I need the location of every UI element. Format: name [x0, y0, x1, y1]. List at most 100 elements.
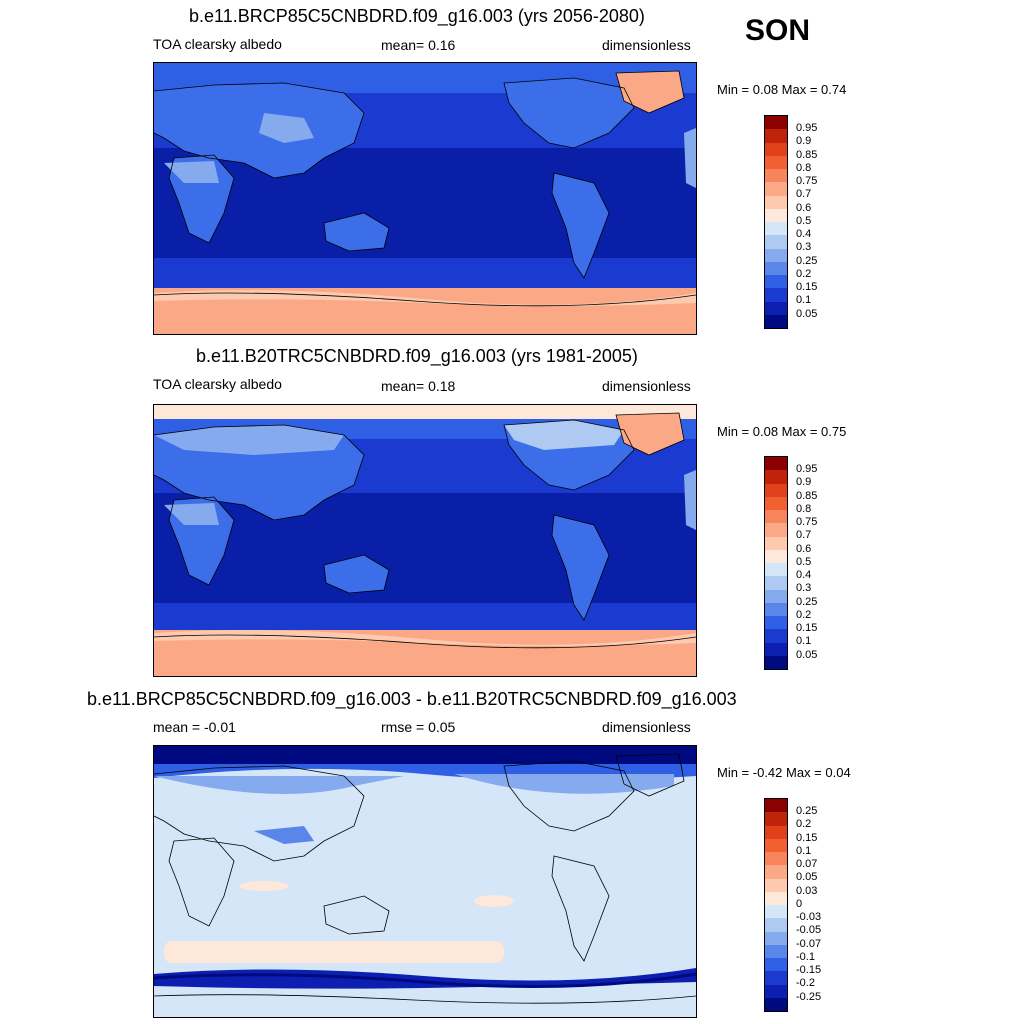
colorbar-swatch	[765, 235, 787, 249]
panel2-units: dimensionless	[602, 378, 691, 394]
panel2-colorbar	[764, 456, 788, 670]
colorbar-tick-label: 0.3	[796, 582, 812, 595]
colorbar-tick-label: 0.2	[796, 608, 812, 621]
panel2-map	[153, 404, 697, 677]
panel3-map	[153, 745, 697, 1018]
colorbar-swatch	[765, 629, 787, 643]
colorbar-tick-label: 0.03	[796, 884, 818, 897]
colorbar-swatch	[765, 301, 787, 315]
colorbar-tick-label: 0.7	[796, 188, 812, 201]
colorbar-tick-label: 0.25	[796, 254, 818, 267]
panel3-rmse: rmse = 0.05	[381, 719, 456, 735]
colorbar-tick-label: 0.95	[796, 122, 818, 134]
colorbar-tick-label: 0.2	[796, 818, 812, 831]
colorbar-swatch	[765, 510, 787, 524]
panel2-map-svg	[154, 405, 696, 676]
colorbar-swatch	[765, 457, 787, 471]
colorbar-swatch	[765, 616, 787, 630]
colorbar-tick-label: 0.15	[796, 622, 818, 634]
colorbar-swatch	[765, 891, 787, 905]
colorbar-swatch	[765, 865, 787, 879]
panel1-colorbar	[764, 115, 788, 329]
colorbar-tick-label: 0	[796, 897, 803, 910]
colorbar-swatch	[765, 483, 787, 497]
panel3-colorbar	[764, 798, 788, 1012]
panel1-title: b.e11.BRCP85C5CNBDRD.f09_g16.003 (yrs 20…	[189, 6, 645, 26]
colorbar-tick-label: 0.9	[796, 135, 812, 148]
colorbar-tick-label: 0.85	[796, 148, 818, 161]
colorbar-swatch	[765, 169, 787, 183]
colorbar-tick-label: 0.15	[796, 831, 818, 844]
panel2-title: b.e11.B20TRC5CNBDRD.f09_g16.003 (yrs 198…	[196, 346, 638, 366]
colorbar-swatch	[765, 536, 787, 550]
panel2-minmax: Min = 0.08 Max = 0.75	[717, 424, 847, 439]
colorbar-swatch	[765, 971, 787, 985]
panel3-mean: mean = -0.01	[153, 719, 236, 735]
colorbar-tick-label: 0.75	[796, 175, 818, 187]
colorbar-tick-label: -0.15	[796, 964, 822, 976]
colorbar-tick-label: -0.03	[796, 911, 822, 923]
colorbar-swatch	[765, 958, 787, 972]
colorbar-tick-label: 0.7	[796, 529, 812, 542]
colorbar-swatch	[765, 142, 787, 156]
colorbar-swatch	[765, 905, 787, 919]
colorbar-swatch	[765, 589, 787, 603]
colorbar-tick-label: 0.5	[796, 214, 812, 227]
colorbar-swatch	[765, 195, 787, 209]
colorbar-tick-label: 0.25	[796, 805, 818, 817]
colorbar-tick-label: 0.05	[796, 871, 818, 884]
panel1-map	[153, 62, 697, 335]
colorbar-swatch	[765, 496, 787, 510]
colorbar-tick-label: 0.6	[796, 542, 812, 555]
colorbar-swatch	[765, 602, 787, 616]
colorbar-swatch	[765, 155, 787, 169]
colorbar-tick-label: 0.1	[796, 635, 812, 648]
colorbar-tick-label: -0.07	[796, 937, 822, 950]
colorbar-tick-label: -0.05	[796, 924, 822, 937]
colorbar-swatch	[765, 523, 787, 537]
colorbar-tick-label: 0.1	[796, 294, 812, 307]
colorbar-swatch	[765, 248, 787, 262]
colorbar-tick-label: 0.6	[796, 201, 812, 214]
colorbar-tick-label: 0.05	[796, 648, 818, 661]
colorbar-tick-label: 0.25	[796, 595, 818, 608]
colorbar-tick-label: 0.4	[796, 569, 812, 581]
panel3-units: dimensionless	[602, 719, 691, 735]
panel1-units: dimensionless	[602, 37, 691, 53]
colorbar-tick-label: 0.5	[796, 555, 812, 568]
panel2-field-label: TOA clearsky albedo	[153, 376, 282, 392]
colorbar-tick-label: 0.05	[796, 307, 818, 320]
colorbar-swatch	[765, 655, 787, 669]
colorbar-tick-label: 0.3	[796, 241, 812, 254]
colorbar-swatch	[765, 642, 787, 656]
panel3-map-svg	[154, 746, 696, 1017]
colorbar-swatch	[765, 944, 787, 958]
colorbar-swatch	[765, 261, 787, 275]
colorbar-tick-label: 0.9	[796, 476, 812, 489]
colorbar-swatch	[765, 314, 787, 328]
colorbar-swatch	[765, 208, 787, 222]
colorbar-swatch	[765, 931, 787, 945]
colorbar-tick-label: 0.95	[796, 463, 818, 475]
colorbar-swatch	[765, 129, 787, 143]
season-label: SON	[745, 14, 811, 47]
colorbar-tick-label: 0.8	[796, 161, 812, 174]
panel1-map-svg	[154, 63, 696, 334]
panel2-mean: mean= 0.18	[381, 378, 456, 394]
panel3-minmax: Min = -0.42 Max = 0.04	[717, 765, 851, 780]
panel1-minmax: Min = 0.08 Max = 0.74	[717, 82, 847, 97]
colorbar-tick-label: 0.1	[796, 844, 812, 857]
colorbar-swatch	[765, 997, 787, 1011]
colorbar-tick-label: 0.75	[796, 516, 818, 528]
panel1-field-label: TOA clearsky albedo	[153, 36, 282, 52]
colorbar-swatch	[765, 563, 787, 577]
colorbar-tick-label: 0.85	[796, 489, 818, 502]
colorbar-swatch	[765, 984, 787, 998]
colorbar-tick-label: -0.25	[796, 990, 822, 1003]
colorbar-tick-label: -0.2	[796, 977, 815, 990]
colorbar-tick-label: 0.07	[796, 858, 818, 870]
colorbar-swatch	[765, 918, 787, 932]
colorbar-tick-label: -0.1	[796, 950, 815, 963]
colorbar-swatch	[765, 878, 787, 892]
colorbar-swatch	[765, 838, 787, 852]
